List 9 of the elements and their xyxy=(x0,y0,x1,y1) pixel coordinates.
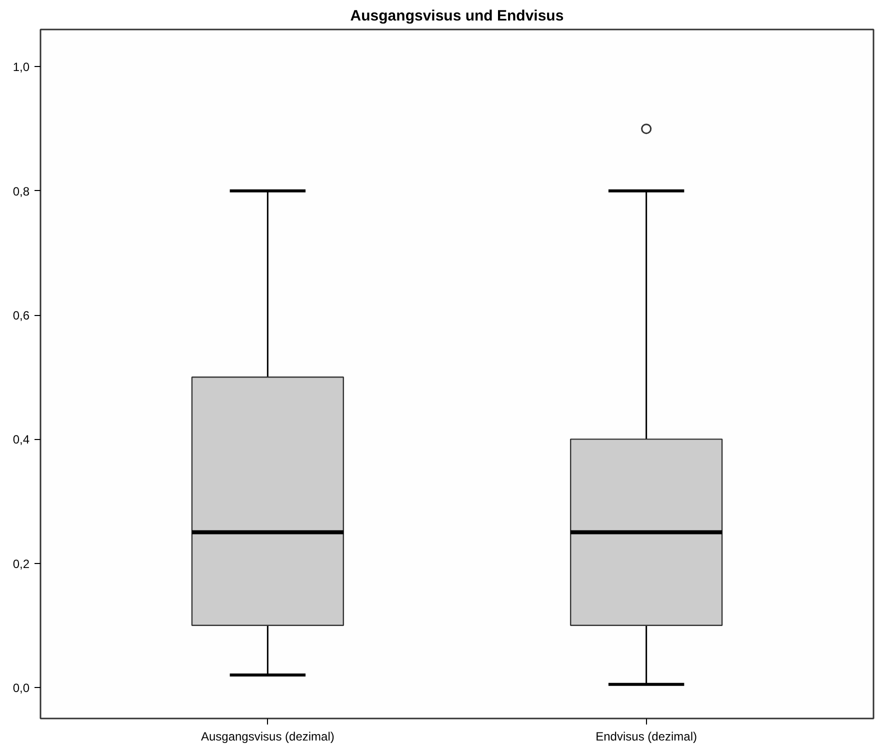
y-tick-label: 0,0 xyxy=(12,680,30,695)
x-tick-label: Ausgangsvisus (dezimal) xyxy=(200,730,334,744)
y-tick-label: 0,6 xyxy=(12,308,30,323)
chart-title: Ausgangsvisus und Endvisus xyxy=(350,8,564,24)
y-tick-label: 0,4 xyxy=(12,432,30,447)
y-tick-label: 0,2 xyxy=(12,556,30,571)
y-tick-label: 1,0 xyxy=(12,60,30,74)
y-tick-label: 0,8 xyxy=(12,184,30,198)
x-tick-label: Endvisus (dezimal) xyxy=(596,730,698,744)
